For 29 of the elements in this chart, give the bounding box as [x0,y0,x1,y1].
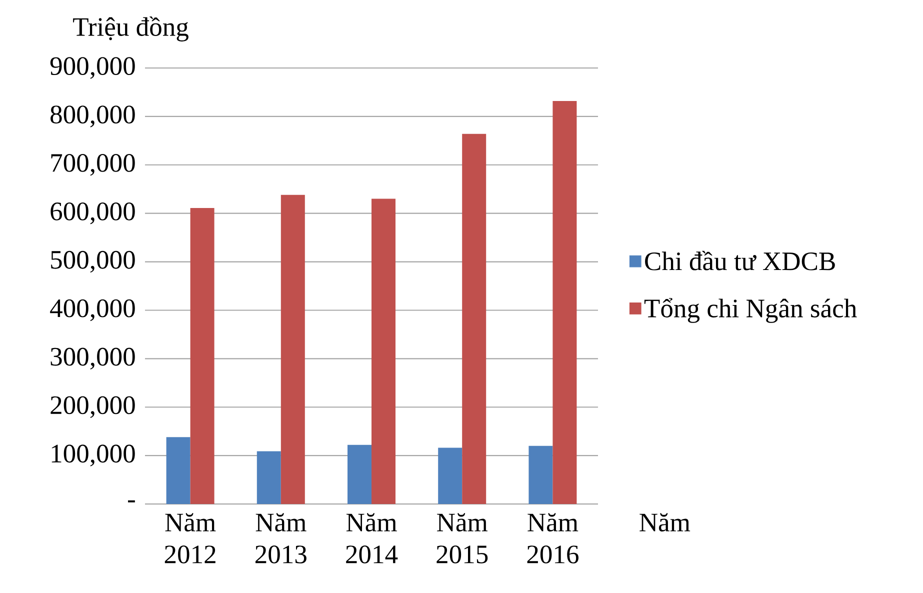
bar [256,451,281,504]
x-tick-label: Năm 2015 [436,513,488,564]
bar [348,444,372,504]
y-tick-label: 800,000 [50,106,135,128]
y-tick-label: - [128,500,135,502]
y-tick-label: 400,000 [50,299,135,322]
y-tick-label: 700,000 [51,154,135,176]
y-tick-label: 200,000 [50,396,135,418]
bar [166,437,190,504]
y-tick-label: 900,000 [50,57,135,79]
bar [552,100,577,504]
y-tick-label: 300,000 [50,348,135,370]
y-tick-label: 500,000 [51,250,135,273]
bar [372,198,396,504]
x-tick-label: Năm 2016 [527,513,578,564]
y-tick-label: 600,000 [50,202,135,224]
bar [528,446,553,504]
x-axis-title: Năm [640,513,690,532]
bar [280,194,305,504]
bar [438,448,462,504]
x-tick-label: Năm 2014 [346,513,398,564]
x-tick-label: Năm 2013 [256,513,306,564]
y-axis-title: Triệu đồng [73,16,188,42]
y-tick-label: 100,000 [52,444,135,466]
legend-label: Chi đầu tư XDCB [645,250,835,270]
bar [190,208,214,504]
legend-label: Tổng chi Ngân sách [644,298,857,323]
x-tick-label: Năm 2012 [164,513,216,564]
bar [462,134,486,504]
